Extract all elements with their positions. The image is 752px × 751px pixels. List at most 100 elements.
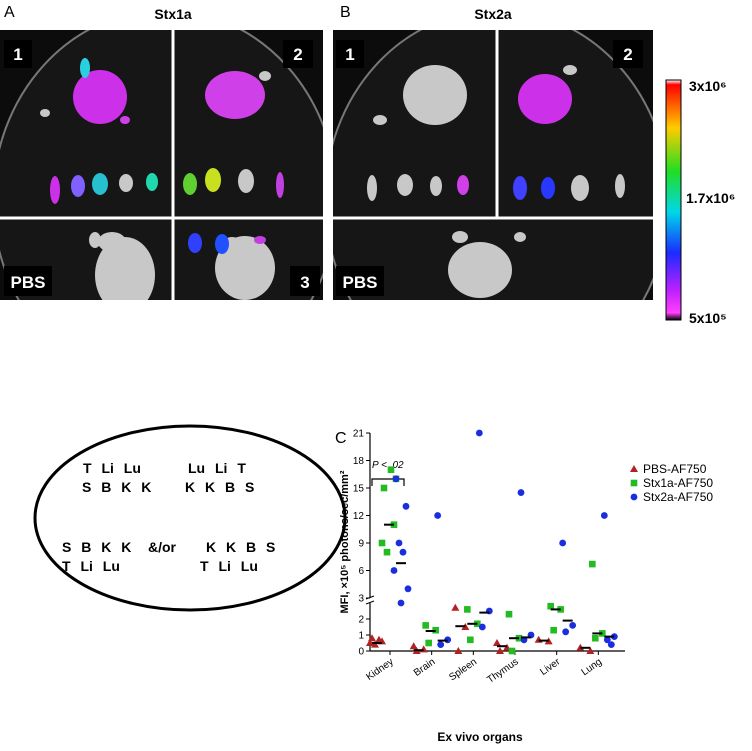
legend-label: Stx1a-AF750 bbox=[643, 476, 713, 490]
color-bar bbox=[665, 79, 682, 321]
x-axis-label: Ex vivo organs bbox=[437, 730, 523, 744]
x-tick-label: Lung bbox=[580, 656, 605, 678]
data-point bbox=[399, 548, 407, 556]
data-point bbox=[603, 636, 611, 644]
data-point bbox=[434, 512, 442, 519]
data-point bbox=[478, 623, 486, 631]
data-point bbox=[419, 645, 428, 653]
data-point bbox=[562, 628, 570, 636]
quadrant-label: 1 bbox=[13, 45, 22, 64]
data-point bbox=[378, 539, 386, 547]
data-point bbox=[508, 647, 516, 655]
color-bar-label: 3x10⁶ bbox=[689, 78, 727, 94]
data-point bbox=[366, 639, 374, 646]
y-tick-label: 12 bbox=[353, 511, 365, 522]
y-tick-label: 9 bbox=[358, 539, 364, 550]
legend-marker bbox=[630, 479, 638, 487]
data-point bbox=[505, 610, 513, 618]
x-tick-label: Spleen bbox=[447, 656, 479, 683]
data-point bbox=[375, 635, 383, 643]
data-point bbox=[559, 539, 567, 547]
data-point bbox=[422, 622, 429, 629]
color-bar-label: 1.7x10⁶ bbox=[686, 190, 735, 206]
quadrant-label: 2 bbox=[293, 45, 302, 64]
y-tick-label: 18 bbox=[353, 456, 365, 467]
quadrant-label: 1 bbox=[345, 45, 354, 64]
chart: C P < .02 Ex vivo organs MFI, ×10⁵ photo… bbox=[335, 429, 713, 745]
data-point bbox=[395, 539, 403, 547]
data-point bbox=[425, 639, 432, 647]
diagram-text: Lu Li T bbox=[188, 460, 246, 476]
diagram-text: K K B S bbox=[206, 539, 275, 555]
data-point bbox=[451, 603, 460, 611]
panel-title: Stx2a bbox=[474, 6, 512, 22]
data-point bbox=[432, 626, 439, 634]
data-point bbox=[392, 475, 400, 483]
diagram-text: S B K K bbox=[62, 539, 131, 555]
data-point bbox=[467, 636, 474, 644]
axis-break bbox=[365, 600, 375, 605]
quadrant-label: 3 bbox=[300, 273, 309, 292]
data-point bbox=[397, 599, 405, 607]
image-a bbox=[0, 30, 323, 300]
data-point bbox=[586, 647, 595, 654]
data-point bbox=[517, 489, 525, 496]
diagram-text: &/or bbox=[148, 539, 177, 555]
y-tick-label: 21 bbox=[353, 429, 365, 440]
panel-letter: C bbox=[335, 430, 347, 447]
y-tick-label: 3 bbox=[358, 594, 364, 605]
diagram-text: T Li Lu bbox=[200, 558, 258, 574]
x-tick-label: Thymus bbox=[485, 656, 520, 685]
data-point bbox=[607, 641, 615, 648]
data-point bbox=[600, 512, 608, 519]
panel-letter: B bbox=[340, 4, 351, 21]
diagram-text: T Li Lu bbox=[62, 558, 120, 574]
data-point bbox=[404, 585, 412, 593]
data-point bbox=[380, 484, 388, 492]
data-point bbox=[493, 639, 501, 646]
y-tick-label: 6 bbox=[358, 566, 364, 577]
data-point bbox=[550, 626, 557, 634]
image-b bbox=[333, 30, 653, 300]
data-point bbox=[402, 502, 410, 510]
panel-letter: A bbox=[4, 4, 15, 21]
quadrant-label: PBS bbox=[343, 273, 378, 292]
color-bar-label: 5x10⁵ bbox=[689, 310, 727, 326]
quadrant-label: 2 bbox=[623, 45, 632, 64]
y-tick-label: 15 bbox=[353, 484, 365, 495]
legend-marker bbox=[630, 493, 638, 501]
data-point bbox=[592, 634, 599, 642]
y-tick-label: 0 bbox=[358, 647, 364, 658]
quadrant-label: PBS bbox=[11, 273, 46, 292]
data-point bbox=[534, 635, 543, 643]
legend-label: Stx2a-AF750 bbox=[643, 490, 713, 504]
data-point bbox=[387, 466, 395, 473]
y-tick-label: 1 bbox=[358, 631, 364, 642]
data-point bbox=[390, 567, 398, 574]
data-point bbox=[383, 548, 391, 556]
x-tick-label: Liver bbox=[538, 656, 563, 678]
y-axis-label: MFI, ×10⁵ photons/sec/mm² bbox=[339, 470, 351, 613]
data-point bbox=[454, 647, 463, 654]
y-tick-label: 2 bbox=[358, 615, 364, 626]
x-tick-label: Kidney bbox=[364, 656, 395, 683]
data-point bbox=[464, 606, 471, 613]
diagram-text: S B K K bbox=[82, 479, 151, 495]
data-point bbox=[437, 641, 445, 648]
data-point bbox=[547, 602, 554, 610]
panel-title: Stx1a bbox=[154, 6, 192, 22]
data-point bbox=[589, 560, 596, 568]
legend-label: PBS-AF750 bbox=[643, 462, 707, 476]
diagram-text: K K B S bbox=[185, 479, 254, 495]
x-tick-label: Brain bbox=[412, 656, 437, 678]
data-point bbox=[475, 429, 483, 437]
legend-marker bbox=[630, 465, 638, 472]
data-point bbox=[569, 622, 577, 629]
significance-bracket bbox=[371, 478, 405, 486]
annotation: P < .02 bbox=[372, 460, 404, 471]
dish-outline bbox=[33, 424, 347, 612]
data-point bbox=[496, 647, 504, 654]
diagram-text: T Li Lu bbox=[83, 460, 141, 476]
data-point bbox=[409, 642, 418, 650]
